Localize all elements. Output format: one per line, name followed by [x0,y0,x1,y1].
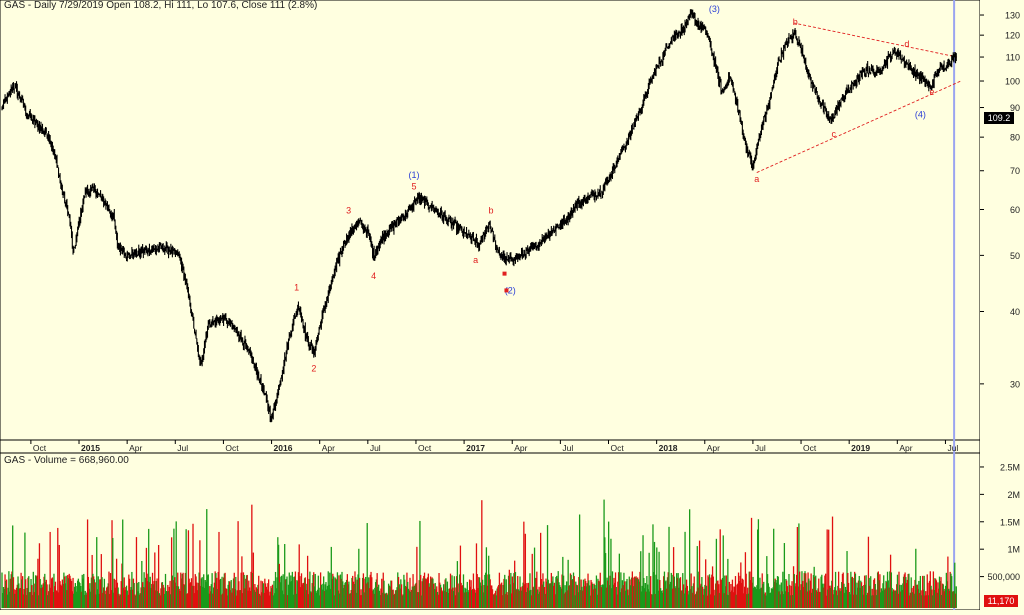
date-tick-label: Jul [370,443,381,453]
price-tick-label: 120 [1005,31,1020,41]
wave-label: c [832,129,837,139]
date-tick-label: Oct [33,443,47,453]
date-tick-label: Apr [514,443,527,453]
price-tick-label: 40 [1010,307,1020,317]
price-tick-label: 90 [1010,103,1020,113]
date-tick-label: Oct [225,443,239,453]
date-tick-label: 2015 [81,443,100,453]
signal-marker [502,271,507,276]
wave-label: (4) [915,109,926,119]
date-tick-label: 2017 [466,443,485,453]
date-tick-label: Oct [803,443,817,453]
wave-label: 3 [346,206,351,216]
wave-label: (2) [505,285,516,295]
date-tick-label: Oct [418,443,432,453]
last-price-text: 109.2 [988,113,1011,123]
wave-label: b [793,17,798,27]
date-tick-label: Apr [707,443,720,453]
trendline [756,80,962,173]
signal-marker [504,288,509,293]
price-tick-label: 30 [1010,379,1020,389]
date-tick-label: Oct [611,443,625,453]
price-title: GAS - Daily 7/29/2019 Open 108.2, Hi 111… [4,0,317,11]
last-volume-tag-bg [984,595,1018,607]
volume-tick-label: 1.5M [1000,517,1020,527]
price-tick-label: 80 [1010,133,1020,143]
price-tick-label: 110 [1006,53,1020,63]
last-price-tag: 109.2 [984,112,1014,124]
wave-label: 5 [412,181,417,191]
trendline [793,22,958,58]
last-price-tag-bg [984,112,1014,124]
last-volume-tag: 11,170 [984,595,1018,607]
wave-label: a [754,174,759,184]
price-tick-label: 70 [1010,166,1020,176]
date-tick-label: Jul [177,443,188,453]
date-axis [0,439,981,454]
volume-tick-label: 500,000 [987,572,1020,582]
volume-tick-label: 2M [1007,490,1020,500]
date-tick-label: Apr [129,443,142,453]
wave-label: d [904,39,909,49]
price-tick-label: 60 [1010,205,1020,215]
volume-tick-label: 2.5M [1000,462,1020,472]
wave-label: a [473,255,478,265]
wave-label: 4 [371,271,376,281]
last-volume-text: 11,170 [988,596,1015,606]
date-tick-label: Apr [899,443,912,453]
date-tick-label: Jul [947,443,958,453]
wave-label: (3) [709,4,720,14]
date-tick-label: 2016 [274,443,293,453]
date-tick-label: 2018 [659,443,678,453]
volume-tick-label: 1M [1007,545,1020,555]
date-tick-label: Jul [755,443,766,453]
wave-label: b [489,206,494,216]
date-tick-label: Apr [322,443,335,453]
wave-label: (1) [409,170,420,180]
volume-title: GAS - Volume = 668,960.00 [4,455,129,466]
wave-label: 1 [294,282,299,292]
date-tick-label: 2019 [851,443,870,453]
date-tick-label: Jul [562,443,573,453]
value-axis-pane [980,0,1024,610]
volume-title-text: GAS - Volume = 668,960.00 [4,455,129,466]
wave-label: e [929,87,934,97]
price-tick-label: 100 [1005,77,1020,87]
price-tick-label: 130 [1005,11,1020,21]
price-tick-label: 50 [1010,251,1020,261]
wave-label: 2 [311,364,316,374]
